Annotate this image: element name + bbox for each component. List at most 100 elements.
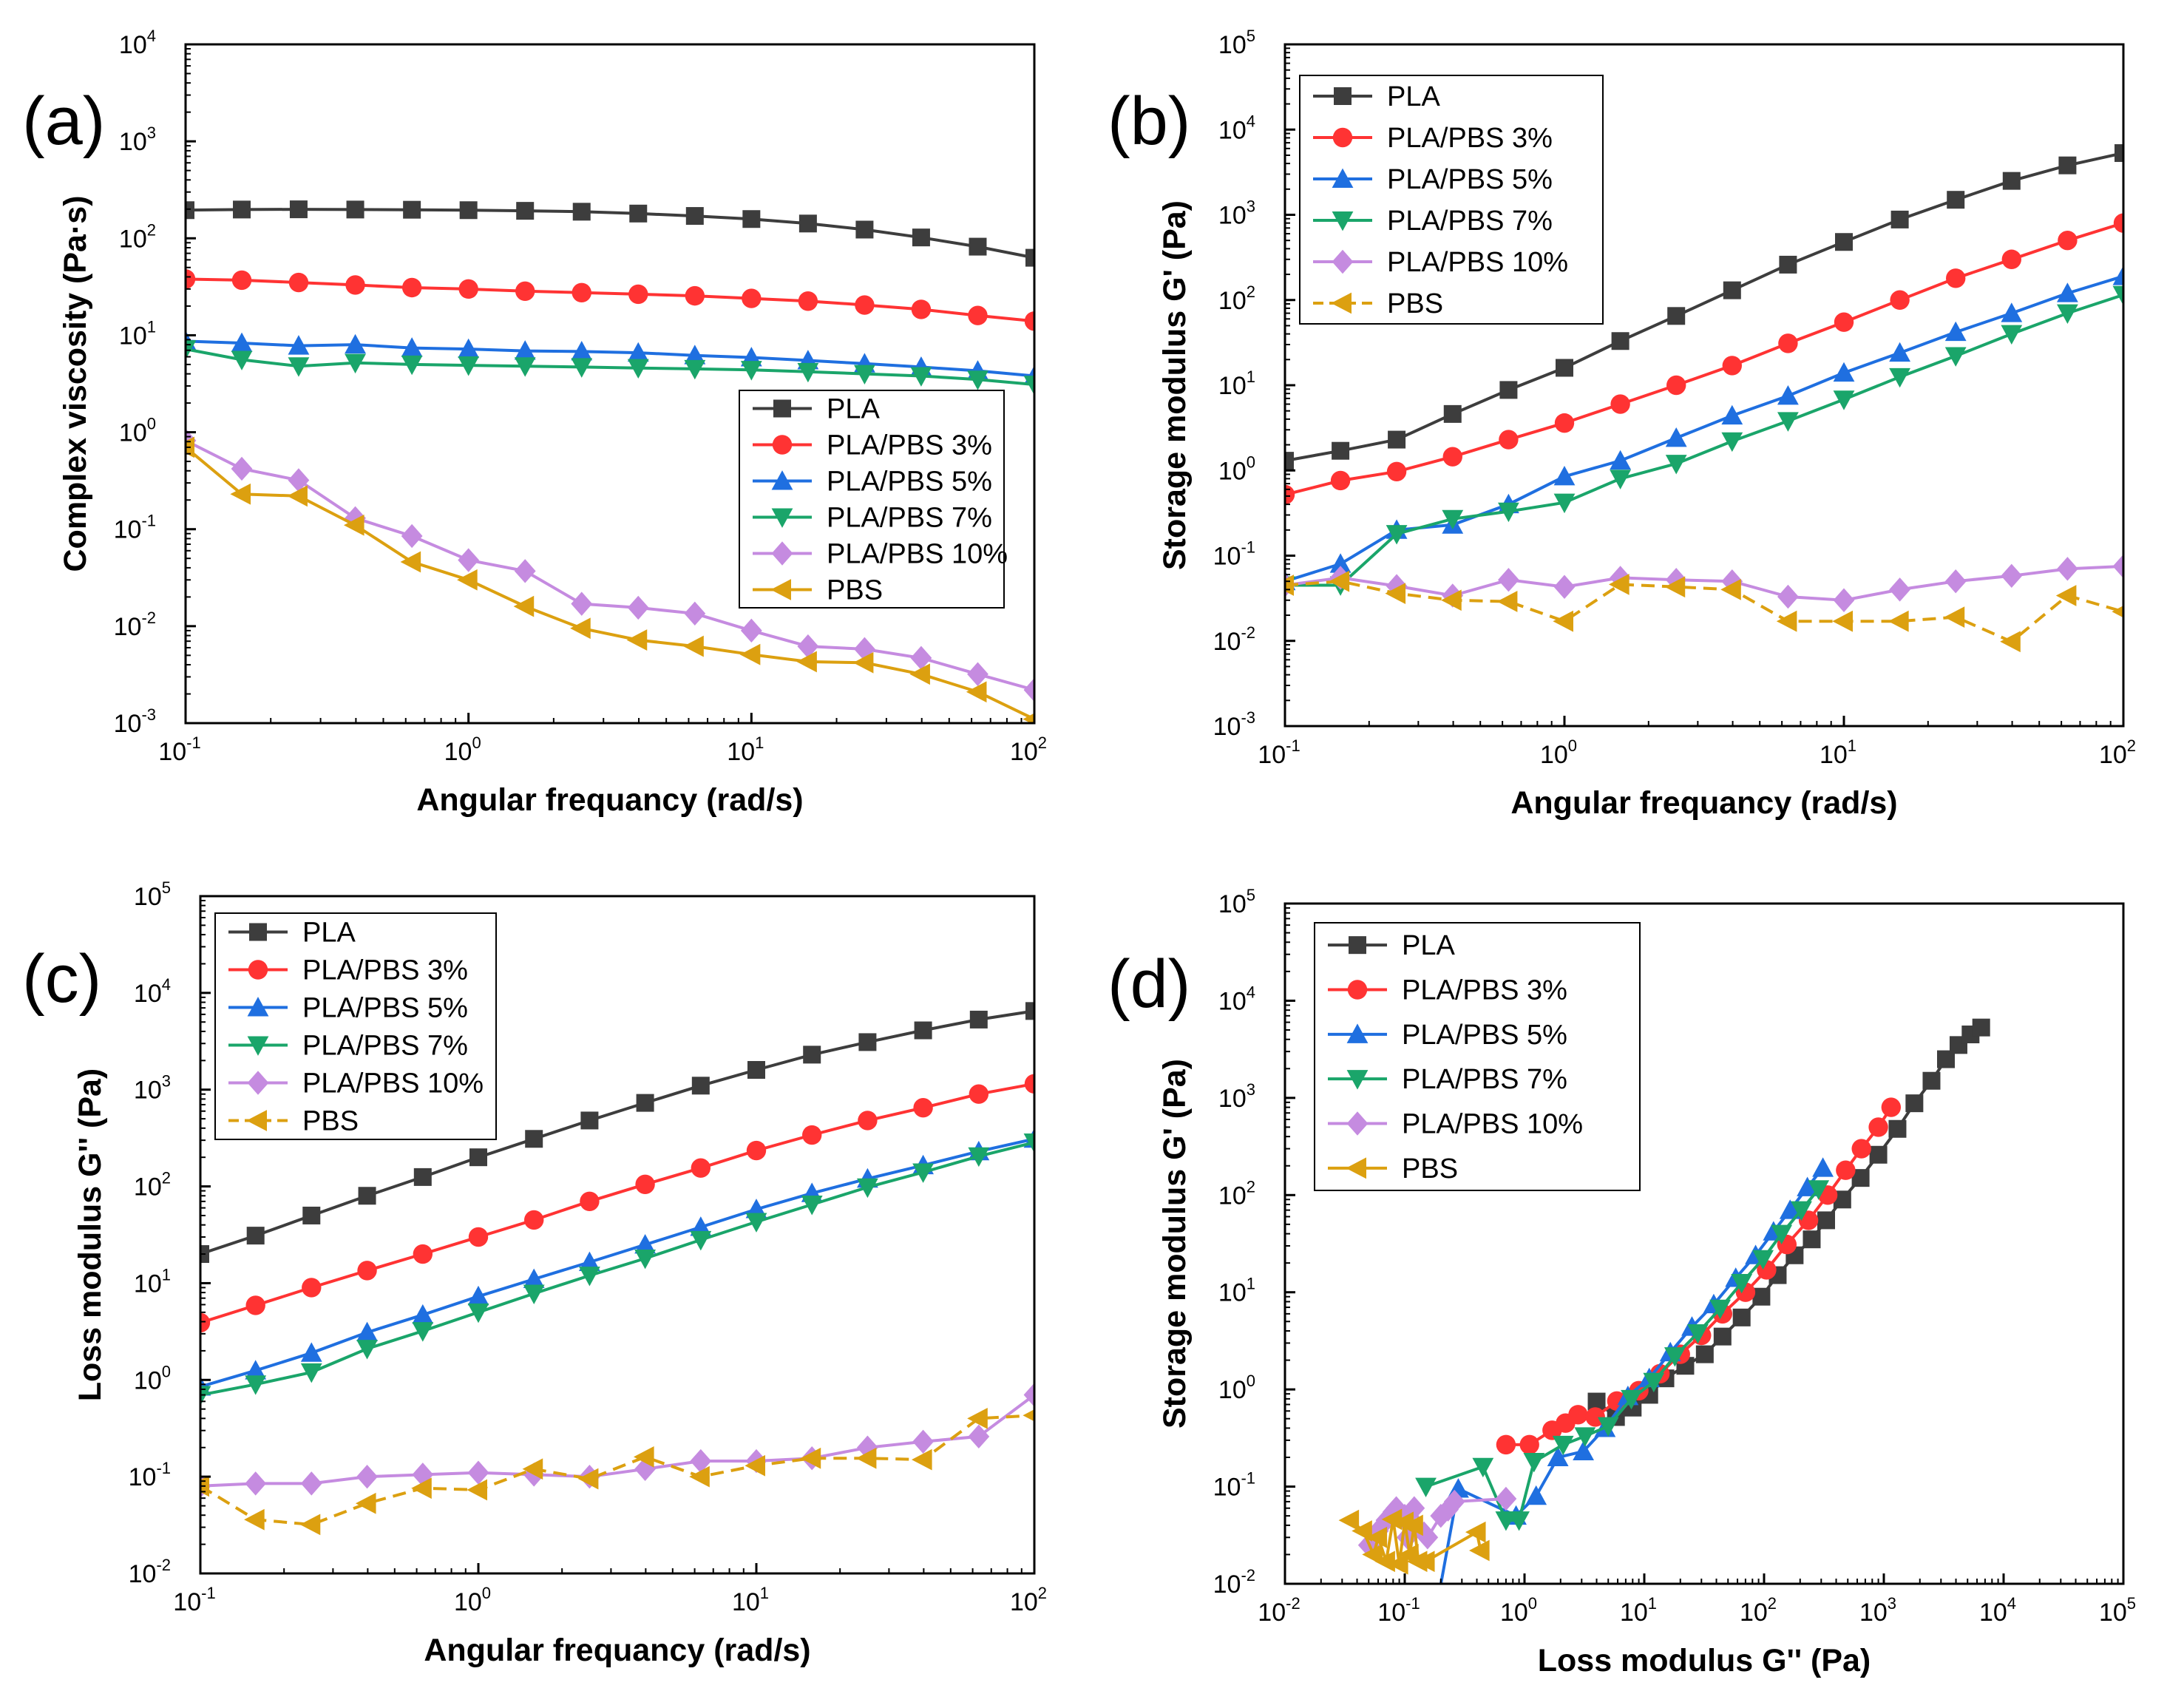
data-point [1944, 606, 1965, 628]
data-point [200, 1386, 211, 1406]
data-point [1574, 1427, 1596, 1447]
data-point [740, 618, 762, 643]
data-point [855, 1447, 877, 1469]
data-point [1709, 1299, 1732, 1320]
y-tick-label: 10-3 [114, 705, 156, 738]
y-tick-label: 104 [119, 27, 156, 59]
data-point [2055, 585, 2077, 606]
y-tick-label: 10-2 [1213, 1566, 1255, 1599]
data-point [1869, 1145, 1888, 1164]
data-point [2113, 213, 2123, 233]
x-tick-label: 10-1 [158, 733, 200, 766]
data-point [967, 662, 988, 686]
data-point [2001, 325, 2023, 345]
data-point [627, 595, 649, 620]
y-axis-title: Loss modulus G'' (Pa) [72, 1068, 108, 1402]
data-point [468, 1227, 489, 1247]
data-point [1611, 332, 1630, 350]
data-point [1496, 591, 1518, 612]
data-point [1666, 375, 1686, 396]
data-point [1665, 568, 1687, 592]
data-point [1023, 677, 1034, 702]
data-point [1329, 570, 1350, 592]
data-point [966, 681, 987, 703]
data-point [1329, 553, 1352, 573]
legend-entry: PLA [827, 394, 880, 425]
x-tick-label: 100 [444, 733, 481, 766]
data-point [200, 1312, 211, 1333]
series-pla-pbs-10- [1285, 554, 2123, 612]
legend-box [1299, 75, 1604, 325]
series-pla [1285, 144, 2123, 470]
plot-frame [1283, 902, 2125, 1585]
data-point [1552, 1435, 1574, 1456]
legend-entry: PLA [1387, 81, 1440, 112]
data-point [300, 1471, 322, 1496]
x-tick-label: 101 [732, 1584, 769, 1616]
data-point [2112, 606, 2123, 618]
data-point [1947, 191, 1965, 209]
data-point [1808, 1180, 1830, 1200]
legend-entry: PLA/PBS 3% [827, 430, 992, 461]
data-point [2058, 156, 2077, 174]
data-point [401, 523, 423, 549]
chart-panel-b: (b) 10-1 100 101 102 10-3 10-2 10-1 100 101 102 103… [1108, 27, 2136, 821]
legend-entry: PBS [827, 575, 883, 606]
x-tick-label: 10-1 [1258, 736, 1300, 769]
series-pla-pbs-3- [1285, 213, 2123, 505]
legend-entry: PBS [1387, 288, 1443, 319]
data-point [2057, 557, 2078, 581]
legend: PLA PLA/PBS 3% PLA/PBS 5% PLA/PBS 7% PLA/PBS… [1314, 922, 1641, 1191]
legend-entry: PLA/PBS 5% [1387, 164, 1553, 195]
y-axis-title: Storage modulus G' (Pa) [1157, 200, 1193, 570]
legend-entry: PLA/PBS 5% [302, 993, 468, 1024]
data-point [400, 551, 421, 573]
series-pla-pbs-10- [200, 1383, 1034, 1499]
data-point [1889, 577, 1911, 602]
data-point [300, 1363, 322, 1383]
data-point [739, 643, 761, 665]
data-point [635, 1174, 655, 1194]
data-point [1890, 210, 1909, 228]
data-point [1428, 1588, 1449, 1607]
data-point [634, 1250, 656, 1270]
y-tick-label: 104 [1218, 983, 1255, 1015]
data-point [1752, 1287, 1771, 1306]
legend: PLA PLA/PBS 3% PLA/PBS 5% PLA/PBS 7% PLA/PBS… [739, 390, 1008, 609]
legend-entry: PLA/PBS 5% [827, 467, 992, 498]
data-point [969, 1084, 989, 1104]
data-point [1905, 1094, 1924, 1113]
data-point [1414, 1551, 1435, 1573]
data-point [914, 1021, 932, 1040]
plot-area [1285, 144, 2123, 653]
data-point [913, 1097, 933, 1118]
data-point [1890, 290, 1910, 310]
data-point [2058, 230, 2078, 251]
legend-entry: PLA [302, 918, 356, 949]
data-point [1922, 1071, 1941, 1090]
data-point [288, 335, 310, 355]
data-point [246, 1227, 265, 1245]
data-point [1833, 362, 1855, 382]
legend-marker [772, 435, 793, 455]
data-point [1465, 1521, 1486, 1543]
data-point [1499, 430, 1519, 450]
data-point [910, 367, 932, 387]
y-tick-label: 10-1 [1213, 538, 1255, 571]
data-point [1332, 441, 1350, 460]
data-point [1833, 390, 1855, 410]
legend: PLA PLA/PBS 3% PLA/PBS 5% PLA/PBS 7% PLA/PBS… [214, 912, 497, 1140]
series-line [1439, 1167, 1825, 1584]
x-tick-label: 105 [2099, 1594, 2136, 1627]
data-point [412, 1304, 434, 1324]
data-point [1388, 430, 1406, 449]
data-point [1023, 376, 1034, 396]
data-point [1441, 589, 1462, 611]
data-point [357, 1261, 377, 1281]
series-pla [186, 200, 1034, 267]
legend-marker [1346, 1157, 1366, 1179]
series-line [200, 1082, 1034, 1324]
y-tick-label: 102 [119, 220, 156, 253]
data-point [467, 1479, 487, 1501]
data-point [1868, 1117, 1888, 1137]
